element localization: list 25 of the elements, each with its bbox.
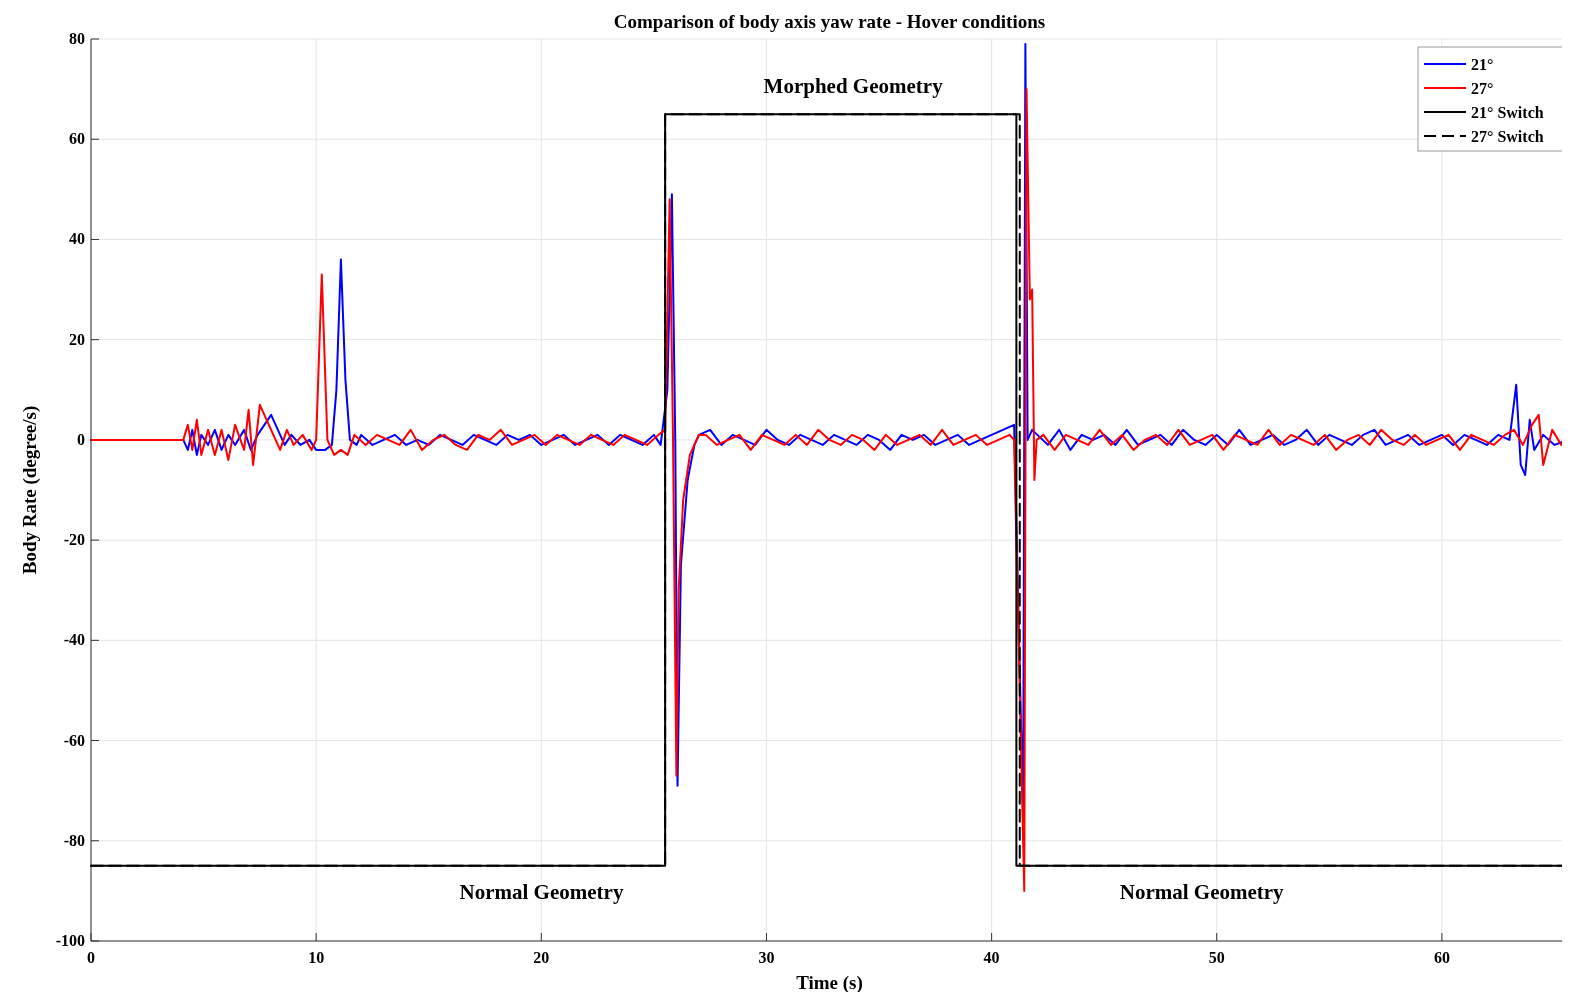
- annotation: Normal Geometry: [459, 879, 624, 904]
- legend-label: 21° Switch: [1471, 104, 1544, 121]
- x-tick-label: 10: [308, 949, 325, 966]
- y-tick-label: 0: [77, 430, 85, 448]
- x-tick-label: 30: [758, 949, 775, 966]
- annotation: Morphed Geometry: [763, 74, 944, 99]
- y-tick-label: -100: [55, 932, 85, 949]
- y-tick-label: -20: [63, 531, 85, 549]
- y-tick-label: -60: [63, 731, 85, 749]
- y-tick-label: 40: [69, 230, 85, 248]
- y-tick-label: 60: [69, 130, 85, 148]
- x-tick-label: 20: [533, 949, 550, 966]
- chart-title: Comparison of body axis yaw rate - Hover conditions: [613, 11, 1046, 32]
- legend-label: 21°: [1471, 56, 1494, 73]
- annotation: Normal Geometry: [1119, 879, 1285, 904]
- y-tick-label: -40: [63, 631, 85, 649]
- y-tick-label: -80: [63, 831, 85, 849]
- y-tick-label: 20: [69, 330, 85, 348]
- y-axis-title: Body Rate (degree/s): [19, 405, 41, 575]
- y-tick-label: 80: [69, 30, 85, 47]
- legend-label: 27°: [1471, 80, 1494, 97]
- legend-label: 27° Switch: [1471, 128, 1544, 145]
- x-tick-label: 40: [983, 949, 1000, 966]
- x-tick-label: 60: [1433, 949, 1450, 966]
- x-tick-label: 50: [1208, 949, 1225, 966]
